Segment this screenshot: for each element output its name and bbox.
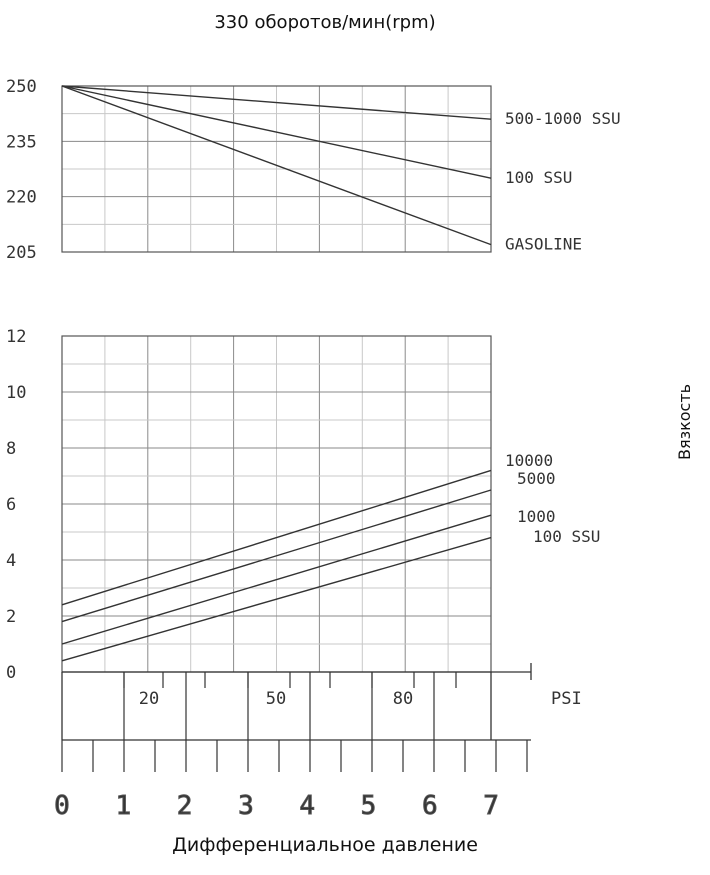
bar-tick-label: 2 — [177, 791, 193, 821]
series-label: 100 SSU — [505, 168, 572, 187]
psi-unit-label: PSI — [551, 689, 582, 709]
y-tick-label: 12 — [6, 327, 26, 347]
series-label: GASOLINE — [505, 235, 582, 254]
bar-tick-label: 5 — [361, 791, 377, 821]
series-label: 1000 — [517, 507, 556, 526]
y-tick-label: 6 — [6, 495, 16, 515]
bar-tick-label: 1 — [115, 791, 131, 821]
bar-tick-label: 0 — [54, 791, 70, 821]
y-tick-label: 4 — [6, 551, 16, 571]
y-tick-label: 205 — [6, 243, 37, 263]
series-label: 10000 — [505, 451, 553, 470]
y-tick-label: 0 — [6, 663, 16, 683]
y-tick-label: 8 — [6, 439, 16, 459]
y-tick-label: 10 — [6, 383, 26, 403]
y-tick-label: 220 — [6, 188, 37, 208]
psi-tick-label: 80 — [393, 689, 413, 709]
y-tick-label: 235 — [6, 132, 37, 152]
y-tick-label: 250 — [6, 77, 37, 97]
bar-tick-label: 7 — [483, 791, 499, 821]
bar-tick-label: 4 — [299, 791, 315, 821]
bar-tick-label: 3 — [238, 791, 254, 821]
y-tick-label: 2 — [6, 607, 16, 627]
series-label: 500-1000 SSU — [505, 109, 621, 128]
psi-tick-label: 50 — [266, 689, 286, 709]
series-label: 5000 — [517, 469, 556, 488]
psi-tick-label: 20 — [139, 689, 159, 709]
bar-tick-label: 6 — [422, 791, 438, 821]
series-label: 100 SSU — [533, 527, 600, 546]
